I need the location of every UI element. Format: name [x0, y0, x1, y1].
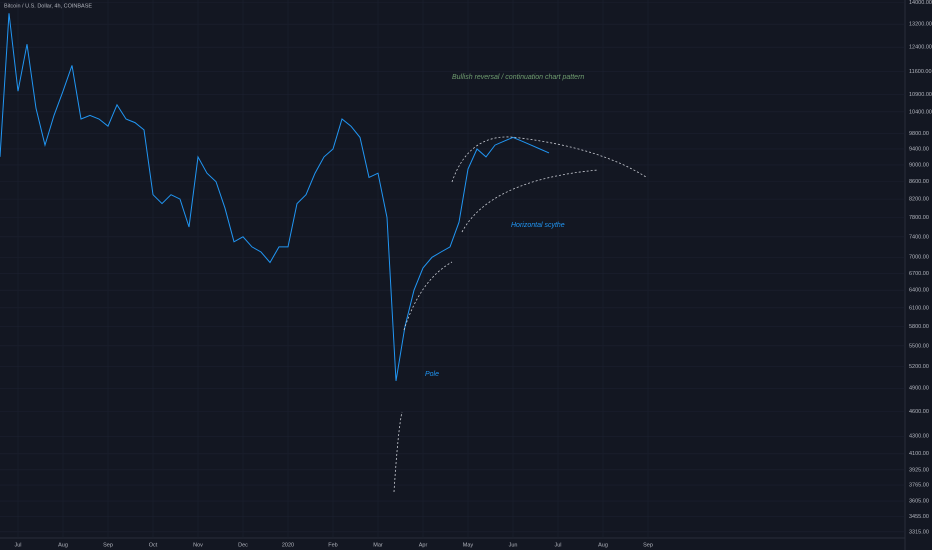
x-tick-label: Apr	[419, 542, 428, 548]
y-tick-label: 4100.00	[909, 451, 929, 457]
y-tick-label: 9800.00	[909, 131, 929, 137]
y-tick-label: 8600.00	[909, 179, 929, 185]
y-tick-label: 10900.00	[909, 92, 932, 98]
x-tick-label: Jul	[554, 542, 561, 548]
x-tick-label: Oct	[149, 542, 158, 548]
x-tick-label: Mar	[373, 542, 383, 548]
drawings	[393, 136, 647, 493]
y-tick-label: 3315.00	[909, 529, 929, 535]
x-tick-label: Feb	[328, 542, 337, 548]
y-tick-label: 8200.00	[909, 197, 929, 203]
lower-curve	[403, 261, 453, 331]
y-tick-label: 9400.00	[909, 146, 929, 152]
y-tick-label: 3455.00	[909, 514, 929, 520]
chart-title: Bitcoin / U.S. Dollar, 4h, COINBASE	[4, 3, 92, 9]
y-tick-label: 6700.00	[909, 271, 929, 277]
y-tick-label: 7400.00	[909, 234, 929, 240]
x-tick-label: Aug	[58, 542, 68, 548]
x-tick-label: Sep	[643, 542, 653, 548]
y-tick-label: 5800.00	[909, 324, 929, 330]
y-tick-label: 6400.00	[909, 288, 929, 294]
pole-curve	[393, 411, 403, 493]
y-tick-label: 6100.00	[909, 305, 929, 311]
y-tick-label: 13200.00	[909, 22, 932, 28]
y-tick-label: 7800.00	[909, 215, 929, 221]
y-tick-label: 5200.00	[909, 364, 929, 370]
scythe-lower	[461, 169, 599, 233]
y-tick-label: 3605.00	[909, 498, 929, 504]
y-tick-label: 4600.00	[909, 409, 929, 415]
price-line	[0, 13, 550, 381]
y-tick-label: 10400.00	[909, 109, 932, 115]
annotation: Pole	[425, 371, 439, 378]
y-tick-label: 9000.00	[909, 162, 929, 168]
x-tick-label: Nov	[193, 542, 203, 548]
y-tick-label: 5500.00	[909, 343, 929, 349]
y-tick-label: 12400.00	[909, 45, 932, 51]
y-tick-label: 14000.00	[909, 0, 932, 6]
y-tick-label: 3765.00	[909, 483, 929, 489]
x-tick-label: Dec	[238, 542, 248, 548]
x-tick-label: Sep	[103, 542, 113, 548]
x-tick-label: Jul	[14, 542, 21, 548]
y-tick-label: 4300.00	[909, 434, 929, 440]
y-tick-label: 11600.00	[909, 69, 932, 75]
annotation: Bullish reversal / continuation chart pa…	[452, 74, 584, 81]
x-tick-label: May	[463, 542, 474, 548]
x-tick-label: Jun	[509, 542, 518, 548]
y-tick-label: 3925.00	[909, 467, 929, 473]
y-tick-label: 7000.00	[909, 255, 929, 261]
scythe-upper	[451, 136, 647, 183]
x-tick-label: Aug	[598, 542, 608, 548]
y-tick-label: 4900.00	[909, 386, 929, 392]
x-tick-label: 2020	[282, 542, 294, 548]
annotation: Horizontal scythe	[511, 222, 565, 229]
